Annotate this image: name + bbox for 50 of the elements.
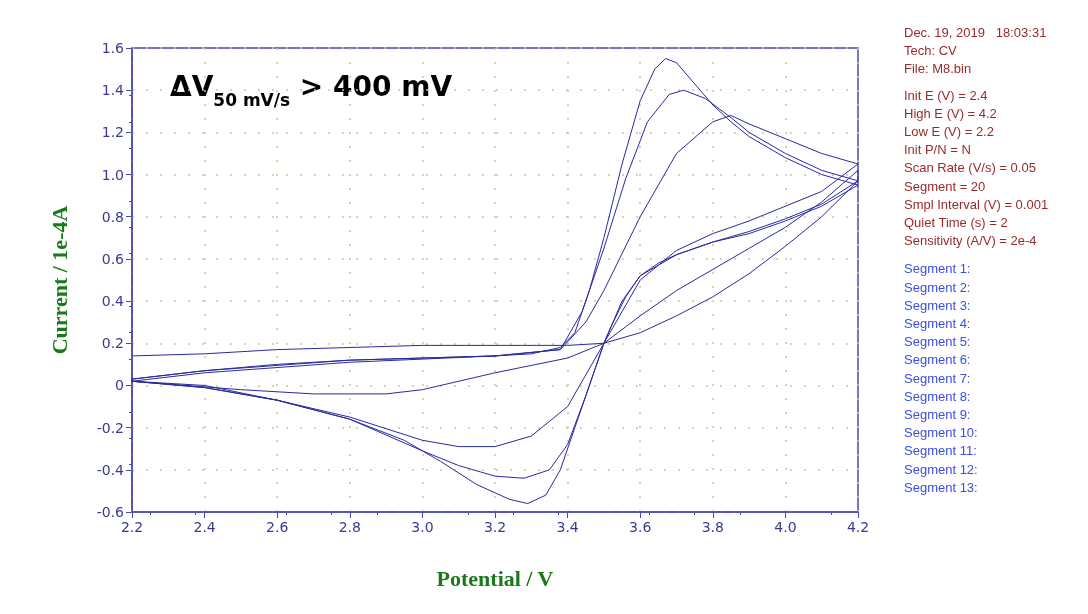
text: Dec. 19, 2019 18:03:31 <box>904 25 1047 40</box>
y-tick-label: 1.0 <box>101 166 124 183</box>
x-tick-label: 2.6 <box>266 519 289 535</box>
text: Smpl Interval (V) = 0.001 <box>904 196 1049 212</box>
text: Segment 11: <box>904 443 977 459</box>
text: Low E (V) = 2.2 <box>904 124 994 139</box>
text: High E (V) = 4.2 <box>904 105 997 121</box>
x-tick-label: 2.2 <box>120 519 144 535</box>
y-axis-title: Current / 1e-4A <box>46 205 72 355</box>
text: Sensitivity (A/V) = 2e-4 <box>904 233 1037 249</box>
text: Segment 6: <box>904 352 971 368</box>
text: Segment 3: <box>904 297 971 313</box>
x-tick-label: 4.0 <box>774 519 797 535</box>
x-tick-label: 3.8 <box>701 519 724 535</box>
x-tick-label: 3.0 <box>411 519 434 535</box>
text: Segment 7: <box>904 370 971 386</box>
text: Scan Rate (V/s) = 0.05 <box>904 160 1036 176</box>
y-tick-label: 0 <box>115 377 124 394</box>
text: Segment 2: <box>904 279 971 295</box>
text: Segment = 20 <box>904 178 986 194</box>
y-tick-label: 1.6 <box>101 40 125 56</box>
text: Init P/N = N <box>904 142 971 158</box>
y-tick-label: 0.4 <box>101 293 125 310</box>
x-tick-label: 4.2 <box>846 519 870 535</box>
y-tick-label: -0.4 <box>96 461 125 478</box>
text: Segment 4: <box>904 316 971 331</box>
y-tick-label: 0.6 <box>101 250 125 267</box>
x-tick-label: 3.6 <box>629 519 652 535</box>
text: Segment 9: <box>904 407 971 422</box>
text: Quiet Time (s) = 2 <box>904 215 1008 230</box>
x-tick-label: 2.4 <box>193 519 216 535</box>
x-tick-label: 3.2 <box>483 519 507 535</box>
text: File: M8.bin <box>904 61 972 77</box>
text: Segment 1: <box>904 261 971 277</box>
text: Segment 13: <box>904 479 978 495</box>
x-tick-label: 3.4 <box>556 519 579 535</box>
text: Tech: CV <box>904 43 958 59</box>
text: Segment 10: <box>904 425 978 441</box>
text: Segment 5: <box>904 334 971 350</box>
text: Init E (V) = 2.4 <box>904 87 988 103</box>
x-tick-label: 2.8 <box>338 519 361 535</box>
x-axis-title: Potential / V <box>436 565 554 591</box>
y-tick-label: 1.2 <box>101 124 124 141</box>
y-tick-label: -0.2 <box>96 419 124 436</box>
y-tick-label: -0.6 <box>96 504 125 520</box>
y-tick-label: 1.4 <box>101 82 125 99</box>
text: Segment 12: <box>904 461 978 477</box>
y-tick-label: 0.2 <box>101 335 124 352</box>
y-tick-label: 0.8 <box>101 208 124 225</box>
text: Segment 8: <box>904 388 971 404</box>
